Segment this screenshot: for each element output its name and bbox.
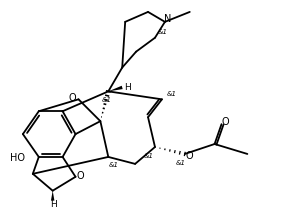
Text: &1: &1: [108, 162, 118, 168]
Text: O: O: [222, 117, 229, 127]
Text: HO: HO: [10, 153, 25, 163]
Text: O: O: [69, 93, 76, 103]
Text: N: N: [164, 14, 172, 24]
Text: &1: &1: [167, 91, 177, 97]
Text: H: H: [50, 200, 57, 209]
Text: H: H: [124, 83, 131, 92]
Text: &1: &1: [158, 29, 168, 35]
Polygon shape: [108, 86, 123, 91]
Text: O: O: [186, 151, 194, 161]
Text: &1: &1: [176, 160, 186, 166]
Polygon shape: [51, 191, 54, 201]
Text: O: O: [77, 171, 84, 181]
Text: &1: &1: [144, 153, 154, 159]
Text: &1: &1: [101, 97, 111, 103]
